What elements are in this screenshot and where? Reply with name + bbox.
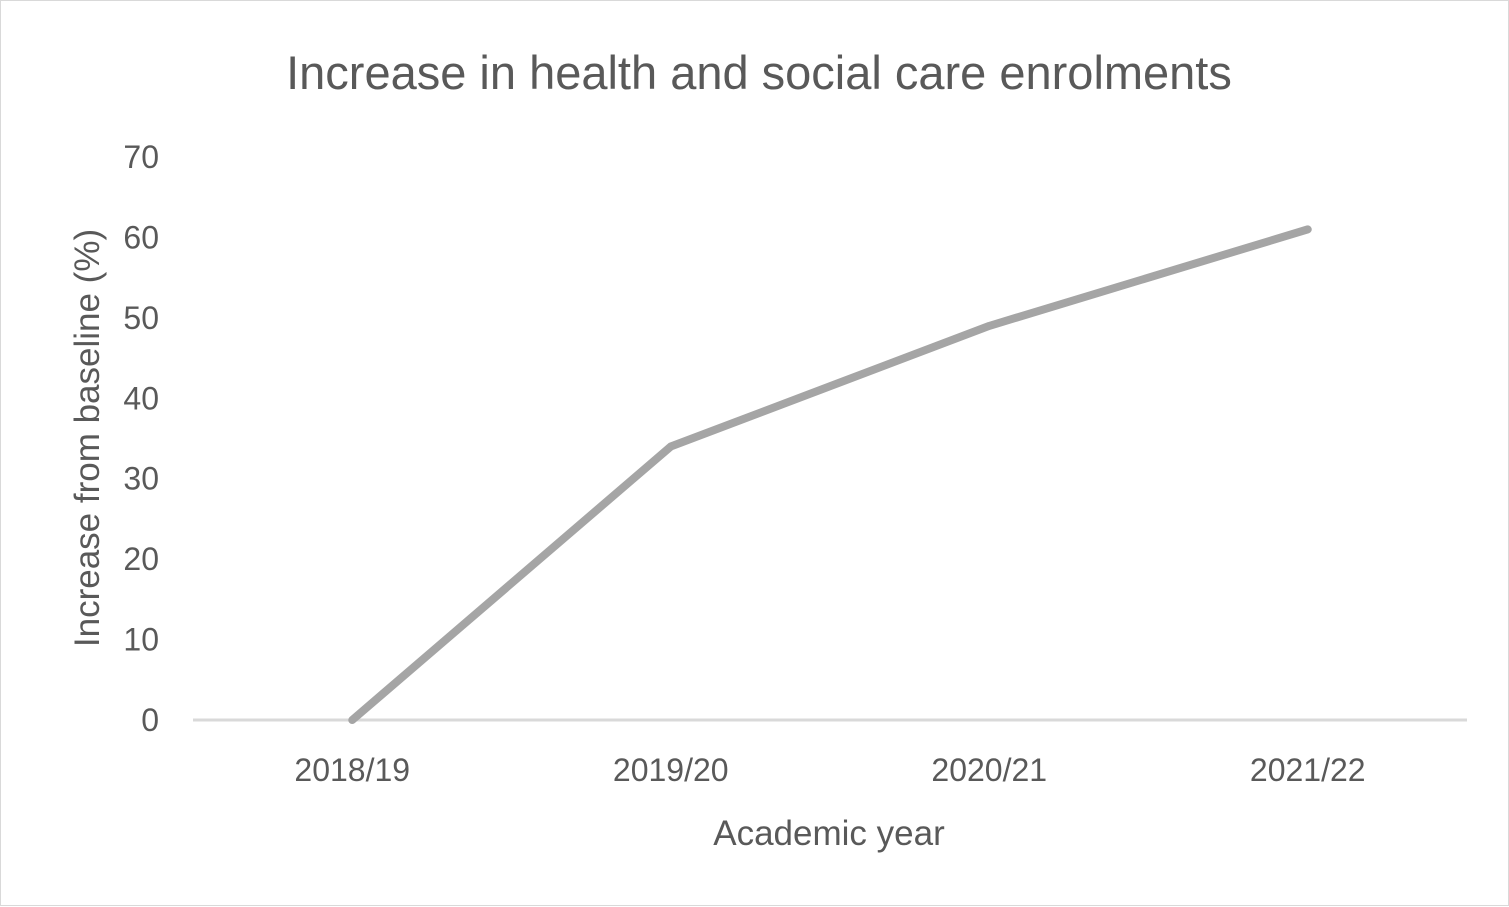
- x-tick-label: 2018/19: [294, 752, 410, 788]
- y-tick-label: 40: [123, 380, 159, 416]
- y-tick-label: 50: [123, 300, 159, 336]
- y-tick-label: 10: [123, 622, 159, 658]
- x-axis-label: Academic year: [713, 814, 945, 853]
- y-tick-label: 0: [141, 702, 159, 738]
- y-tick-label: 70: [123, 139, 159, 175]
- y-tick-label: 20: [123, 541, 159, 577]
- chart-title: Increase in health and social care enrol…: [286, 46, 1232, 99]
- x-tick-label: 2020/21: [931, 752, 1047, 788]
- y-tick-label: 60: [123, 219, 159, 255]
- x-tick-label: 2021/22: [1250, 752, 1366, 788]
- x-tick-label: 2019/20: [613, 752, 729, 788]
- y-tick-label: 30: [123, 461, 159, 497]
- y-axis-label: Increase from baseline (%): [68, 229, 107, 647]
- y-axis-ticks: 0 10 20 30 40 50 60 70: [123, 139, 159, 738]
- series-layer: [352, 229, 1308, 720]
- series-line: [352, 229, 1308, 720]
- x-axis-ticks: 2018/19 2019/20 2020/21 2021/22: [294, 752, 1365, 788]
